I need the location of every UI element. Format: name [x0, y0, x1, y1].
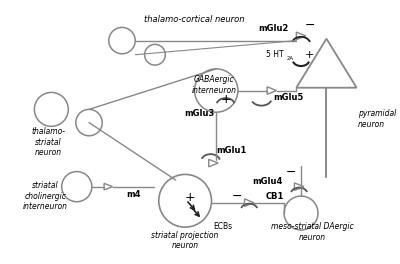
Text: 5 HT: 5 HT — [266, 50, 284, 59]
Text: GABAergic
interneuron: GABAergic interneuron — [192, 75, 237, 95]
Text: pyramidal
neuron: pyramidal neuron — [358, 109, 396, 129]
Text: +: + — [184, 191, 195, 204]
Text: 2A: 2A — [287, 56, 294, 61]
Text: striatal projection
neuron: striatal projection neuron — [152, 231, 219, 250]
Text: meso-striatal DAergic
neuron: meso-striatal DAergic neuron — [271, 222, 354, 242]
Text: mGlu3: mGlu3 — [184, 109, 214, 118]
Text: ECBs: ECBs — [214, 222, 232, 231]
Text: mGlu5: mGlu5 — [273, 93, 303, 102]
Text: thalamo-
striatal
neuron: thalamo- striatal neuron — [32, 128, 66, 157]
Text: mGlu2: mGlu2 — [258, 24, 289, 33]
Text: mGlu4: mGlu4 — [252, 177, 282, 186]
Text: +: + — [220, 93, 231, 106]
Text: m4: m4 — [126, 190, 140, 199]
Text: +: + — [305, 50, 314, 60]
Text: −: − — [304, 19, 315, 32]
Text: −: − — [286, 166, 296, 179]
Text: mGlu1: mGlu1 — [216, 146, 247, 155]
Text: −: − — [232, 190, 242, 202]
Text: striatal
cholinergic
interneuron: striatal cholinergic interneuron — [23, 181, 68, 211]
Text: thalamo-cortical neuron: thalamo-cortical neuron — [144, 15, 245, 24]
Text: CB1: CB1 — [265, 192, 284, 201]
